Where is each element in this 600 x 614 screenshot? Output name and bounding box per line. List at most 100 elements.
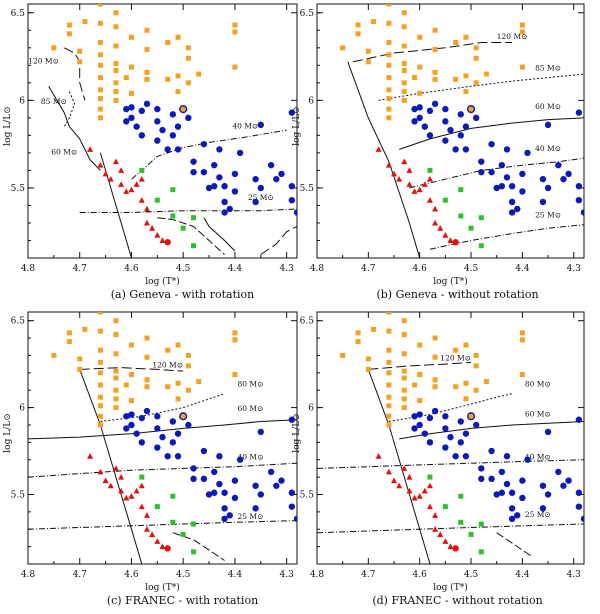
star-blue-circle (143, 100, 151, 108)
star-blue-circle (169, 439, 177, 446)
star-blue-circle (200, 168, 208, 176)
star-orange-square (340, 45, 346, 51)
star-blue-circle (288, 503, 296, 510)
star-orange-square (97, 359, 103, 365)
star-orange-square (66, 22, 72, 28)
star-orange-square (432, 335, 438, 341)
star-red-triangle (426, 482, 433, 489)
star-orange-square (113, 332, 119, 338)
track-line (157, 217, 225, 255)
star-blue-circle (488, 447, 495, 455)
star-orange-square (386, 40, 392, 46)
star-red-triangle (87, 453, 94, 459)
track-mass-label: 40 M⊙ (525, 453, 551, 462)
star-red-triangle (138, 482, 145, 489)
track-line (429, 224, 584, 250)
star-orange-square (113, 368, 119, 374)
star-blue-circle (539, 198, 547, 206)
star-orange-square (417, 372, 423, 378)
x-tick-label: 4.6 (413, 264, 428, 274)
star-red-triangle (112, 158, 119, 165)
y-tick-label: 6 (308, 96, 314, 106)
star-green-square (468, 531, 474, 537)
star-orange-square (128, 64, 134, 70)
star-orange-square (473, 387, 479, 393)
star-orange-square (97, 370, 103, 376)
star-blue-circle (288, 196, 296, 204)
star-orange-square (97, 96, 103, 102)
star-orange-square (97, 403, 103, 409)
star-blue-circle (205, 184, 213, 192)
track-line (131, 129, 287, 180)
star-orange-square (386, 328, 392, 334)
star-blue-circle (565, 477, 572, 484)
star-blue-circle (278, 170, 285, 178)
plot-frame (316, 3, 585, 259)
star-orange-square (386, 394, 392, 400)
star-orange-square (97, 40, 103, 46)
star-green-square (458, 493, 464, 499)
track-line (399, 117, 584, 150)
star-blue-circle (472, 421, 480, 429)
star-orange-square (113, 318, 119, 324)
star-blue-circle (174, 123, 182, 130)
star-red-triangle (406, 473, 413, 480)
star-blue-circle (503, 480, 511, 488)
star-orange-square (175, 89, 181, 95)
track-line (28, 462, 297, 478)
star-orange-square (196, 71, 202, 77)
track-line (352, 42, 513, 63)
star-red-triangle (138, 503, 145, 510)
y-axis-label: log L/L⊙ (3, 106, 13, 145)
star-red-triangle (112, 465, 119, 471)
star-green-square (442, 197, 448, 203)
star-green-square (458, 519, 464, 525)
star-green-square (478, 215, 484, 221)
star-blue-circle (252, 482, 259, 489)
star-green-square (139, 474, 145, 480)
star-blue-circle (575, 503, 583, 510)
star-orange-square (165, 384, 171, 390)
star-blue-circle (498, 182, 506, 190)
star-orange-square (417, 398, 423, 404)
star-orange-square (386, 413, 392, 419)
x-tick-label: 4.5 (464, 570, 479, 580)
star-orange-square (401, 332, 407, 338)
star-orange-square (97, 52, 103, 58)
star-orange-square (175, 396, 181, 402)
y-tick-label: 6 (19, 404, 25, 414)
x-tick-label: 4.7 (361, 264, 376, 274)
star-blue-circle (236, 456, 244, 463)
track-line (63, 47, 86, 101)
track-line (317, 523, 584, 534)
x-tick-label: 4.6 (124, 264, 139, 274)
star-blue-circle (221, 198, 228, 206)
x-tick-label: 4.4 (228, 264, 243, 274)
star-orange-square (144, 69, 150, 75)
star-red-triangle (118, 181, 125, 187)
star-orange-square (519, 64, 525, 70)
star-blue-circle (267, 468, 275, 476)
star-orange-square (432, 377, 438, 383)
star-blue-circle (488, 168, 495, 176)
track-mass-label: 85 M⊙ (535, 64, 561, 73)
x-tick-label: 4.8 (310, 264, 325, 274)
star-blue-circle (544, 121, 552, 129)
star-orange-square (113, 396, 119, 402)
track-line (378, 73, 584, 101)
star-blue-circle (252, 198, 259, 206)
star-orange-square (453, 76, 459, 82)
star-orange-square (386, 4, 392, 7)
star-blue-circle (123, 413, 130, 420)
star-orange-square (463, 89, 469, 95)
star-orange-square (463, 396, 469, 402)
star-blue-circle (416, 411, 423, 418)
track-mass-label: 60 M⊙ (525, 409, 551, 418)
star-red-triangle (447, 543, 454, 550)
star-red-triangle (149, 531, 156, 537)
star-blue-circle (159, 126, 166, 134)
star-blue-circle (539, 482, 547, 489)
star-orange-square (97, 4, 103, 7)
star-orange-square (128, 342, 134, 348)
x-axis-label: log (T*) (145, 276, 179, 287)
